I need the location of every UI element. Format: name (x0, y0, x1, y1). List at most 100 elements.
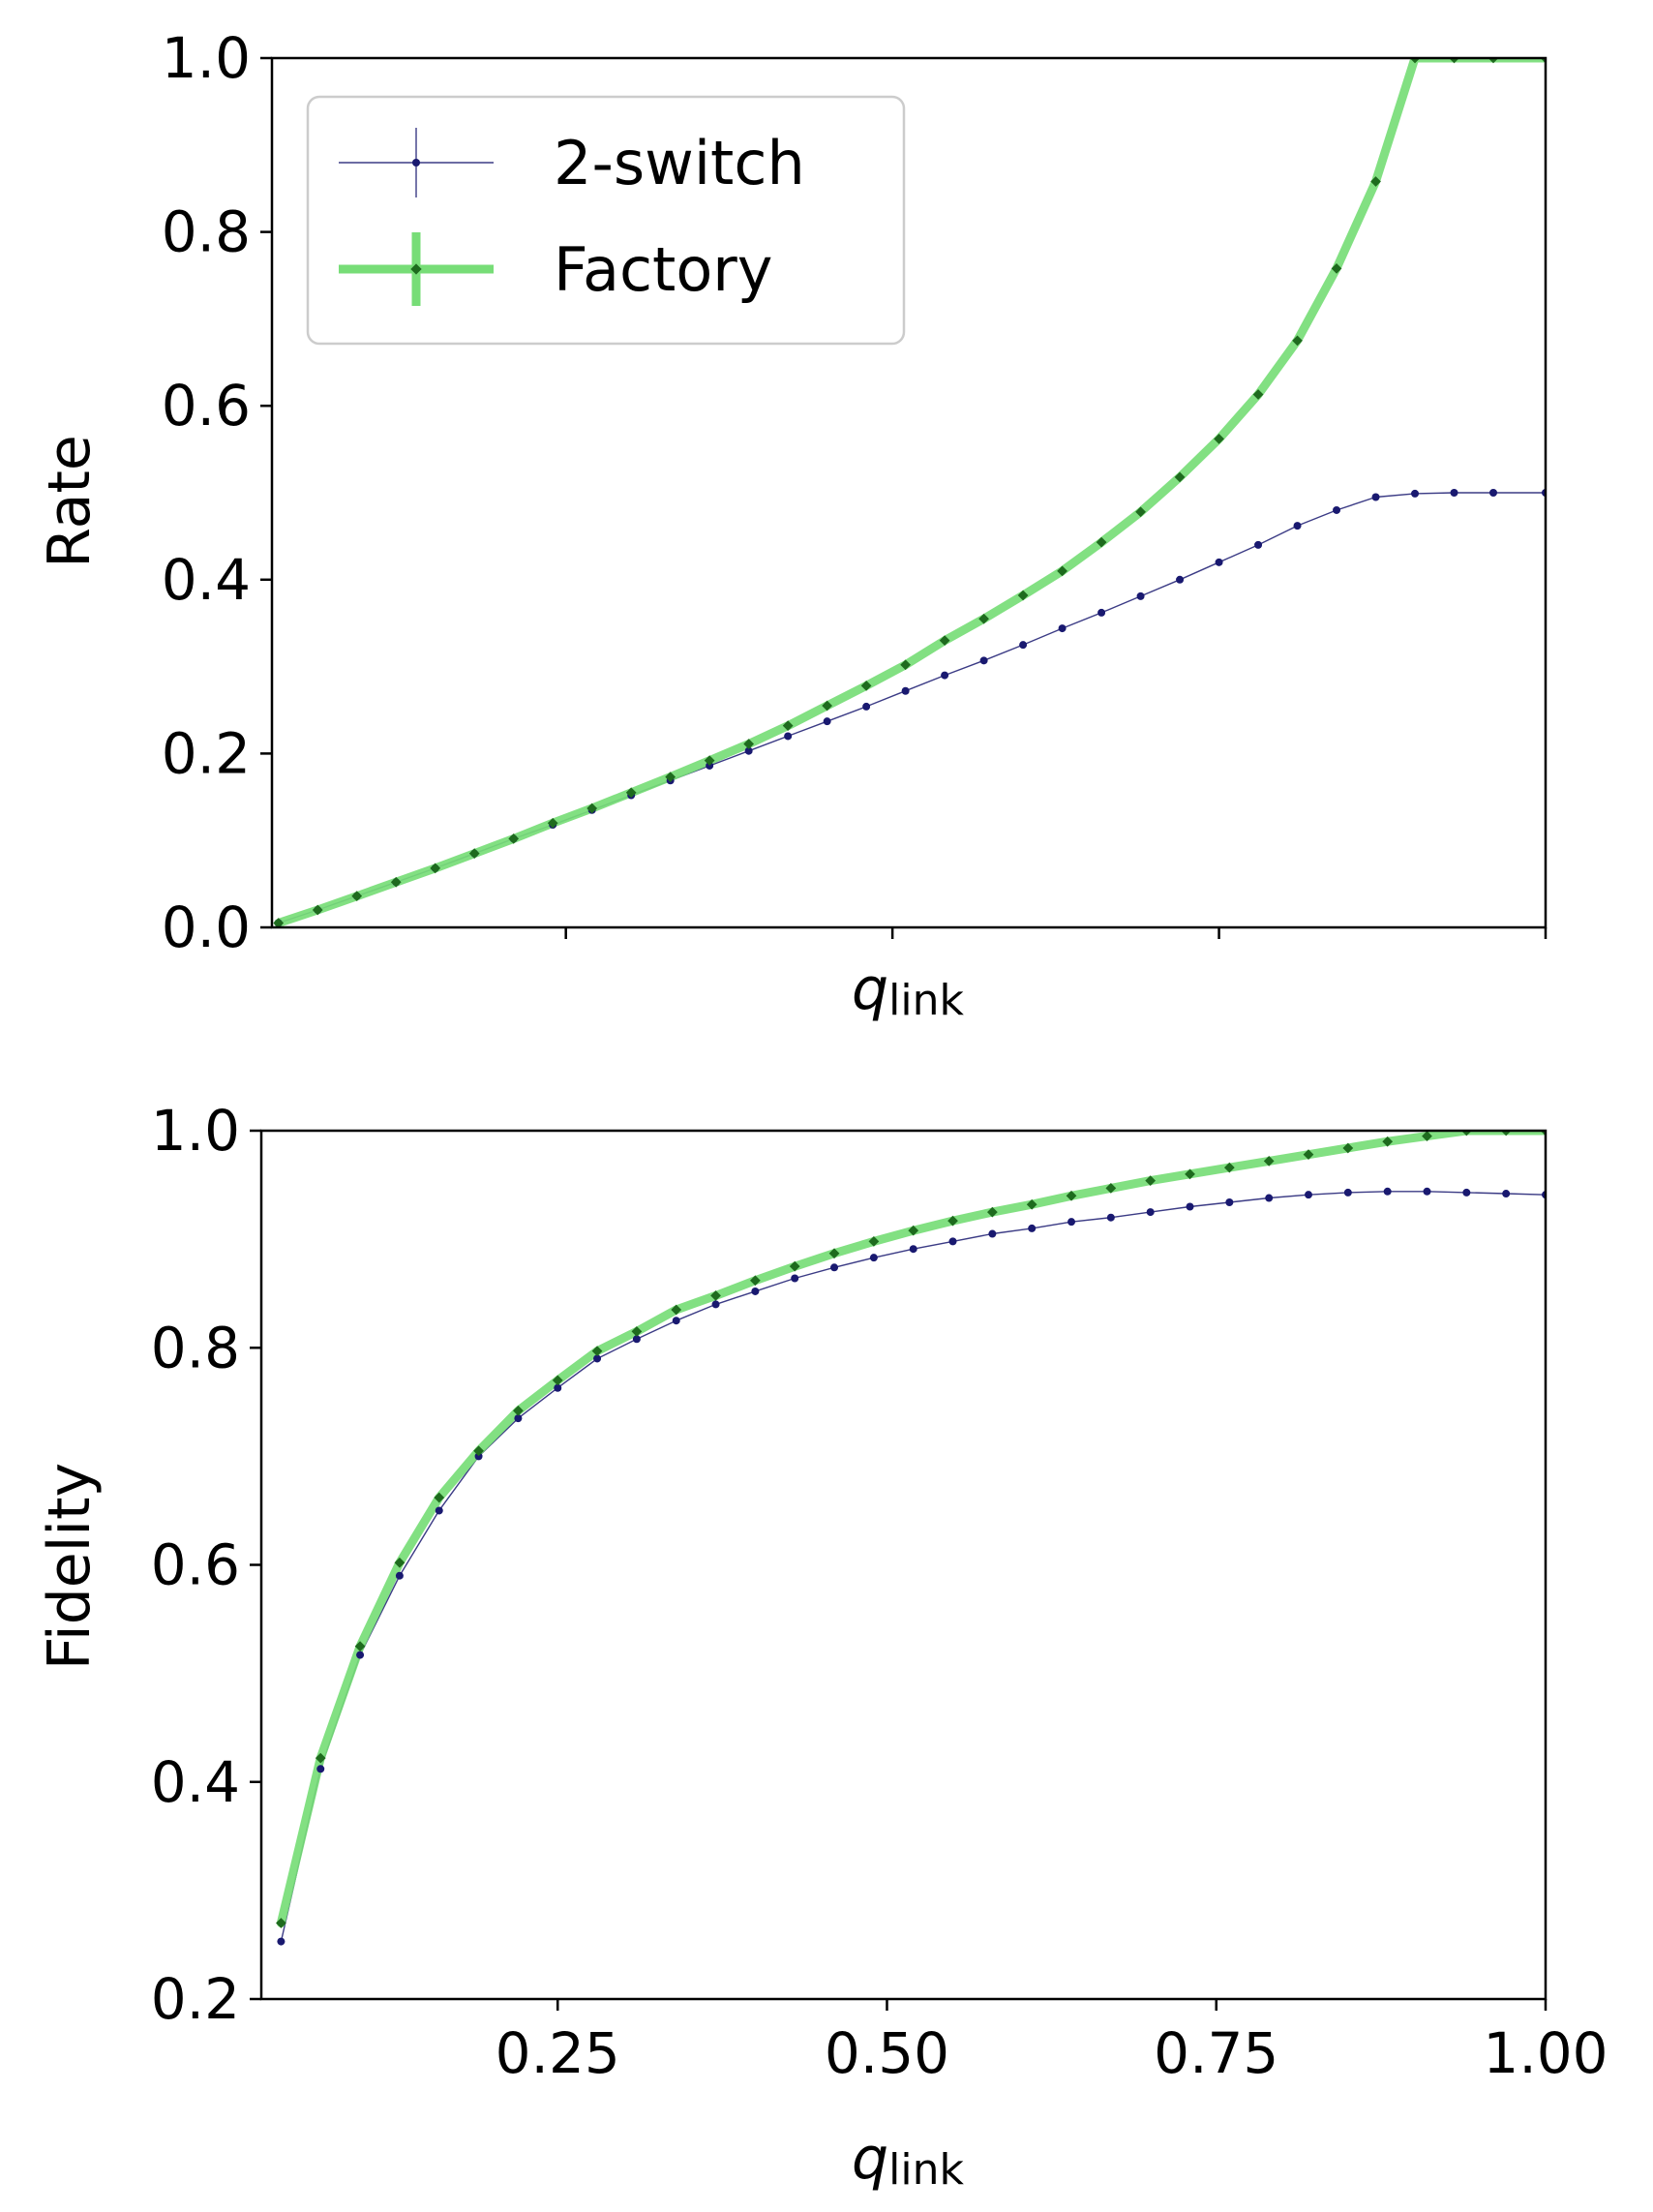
x-tick-label: 0.50 (825, 2020, 949, 2086)
data-point-2-switch (988, 1229, 997, 1238)
data-point-factory (743, 739, 755, 749)
y-tick-label: 0.4 (162, 547, 251, 613)
data-point-2-switch (1019, 641, 1028, 650)
data-point-2-switch (784, 732, 793, 741)
x-tick-label: 0.25 (496, 2020, 620, 2086)
data-point-factory (1382, 1136, 1394, 1147)
axes-frame (270, 56, 1548, 929)
fidelity-xlabel: qlink (852, 2125, 964, 2195)
data-point-2-switch (316, 1765, 325, 1773)
y-tick-label: 0.0 (162, 894, 251, 960)
data-point-factory (704, 755, 715, 766)
data-point-2-switch (751, 1287, 760, 1295)
data-point-2-switch (632, 1335, 641, 1344)
x-tick-label: 1.00 (1483, 2020, 1608, 2086)
legend-marker-2-switch (412, 159, 420, 167)
data-point-factory (1223, 1162, 1235, 1173)
rate-panel: Rate qlink 0.0 0.2 0.4 0.6 0.8 1.0 2-switch Fac… (36, 25, 1548, 1025)
legend-marker-factory (410, 263, 422, 275)
data-point-2-switch (554, 1383, 562, 1392)
data-point-2-switch (1423, 1187, 1431, 1196)
y-tick-label: 0.6 (151, 1532, 240, 1598)
data-point-2-switch (830, 1263, 839, 1272)
data-point-2-switch (672, 1317, 680, 1325)
data-point-2-switch (474, 1452, 483, 1461)
y-tick-label: 0.2 (162, 720, 251, 786)
data-point-2-switch (1058, 624, 1067, 633)
y-tick-label: 1.0 (162, 25, 251, 91)
data-point-factory (513, 1405, 524, 1416)
rate-ylabel: Rate (36, 435, 104, 568)
data-point-2-switch (1225, 1198, 1234, 1207)
data-point-2-switch (909, 1245, 917, 1254)
legend-label-factory: Factory (554, 234, 772, 305)
data-point-2-switch (514, 1414, 523, 1423)
data-point-factory (978, 613, 989, 624)
data-point-2-switch (1502, 1190, 1511, 1198)
data-point-2-switch (1146, 1208, 1155, 1217)
data-point-factory (1409, 58, 1421, 64)
data-point-2-switch (1097, 608, 1106, 617)
data-point-factory (900, 659, 911, 671)
data-point-factory (508, 833, 520, 844)
y-tick-label: 0.8 (151, 1315, 240, 1380)
data-point-2-switch (1450, 489, 1458, 497)
data-point-2-switch (593, 1354, 602, 1363)
data-point-2-switch (1106, 1213, 1115, 1222)
axes-frame (259, 1129, 1548, 2001)
data-point-2-switch (1028, 1224, 1037, 1232)
legend: 2-switch Factory (306, 95, 906, 346)
data-point-factory (1422, 1131, 1432, 1141)
data-point-factory (1105, 1183, 1117, 1194)
data-point-2-switch (277, 1937, 286, 1946)
data-point-2-switch (395, 1571, 404, 1580)
data-point-factory (1263, 1156, 1275, 1167)
data-point-2-switch (1265, 1194, 1274, 1202)
data-point-2-switch (1254, 540, 1263, 549)
rate-xlabel: qlink (852, 955, 964, 1025)
data-point-2-switch (1383, 1187, 1392, 1196)
data-point-factory (1342, 1142, 1354, 1154)
data-point-2-switch (862, 702, 871, 711)
data-point-factory (1331, 262, 1342, 274)
data-point-factory (665, 772, 676, 783)
data-point-factory (947, 1215, 958, 1227)
data-point-factory (1488, 58, 1499, 64)
data-point-factory (1540, 58, 1546, 64)
y-tick-label: 0.8 (162, 199, 251, 265)
data-point-2-switch (1343, 1188, 1352, 1197)
data-point-2-switch (901, 686, 910, 695)
legend-box (306, 95, 906, 346)
y-tick-label: 0.4 (151, 1749, 240, 1815)
data-point-2-switch (1489, 489, 1498, 497)
data-point-2-switch (1305, 1191, 1313, 1199)
data-point-2-switch (823, 717, 831, 726)
data-point-factory (939, 635, 950, 647)
data-point-factory (394, 1557, 406, 1568)
data-point-factory (1185, 1168, 1195, 1180)
y-tick-label: 1.0 (151, 1098, 240, 1164)
x-tick-label: 0.75 (1154, 2020, 1278, 2086)
data-point-factory (1449, 58, 1459, 64)
data-point-2-switch (1333, 505, 1341, 514)
data-point-2-switch (869, 1254, 878, 1262)
data-point-factory (671, 1304, 682, 1316)
data-point-2-switch (1067, 1218, 1076, 1227)
data-point-2-switch (1371, 493, 1380, 501)
data-point-factory (586, 803, 598, 814)
data-point-factory (822, 700, 833, 712)
data-point-2-switch (711, 1300, 720, 1309)
data-point-factory (1540, 1131, 1546, 1136)
data-point-factory (547, 817, 558, 829)
data-point-factory (1303, 1149, 1314, 1161)
data-point-2-switch (1462, 1188, 1471, 1197)
data-point-factory (276, 1918, 286, 1928)
data-point-factory (1066, 1190, 1077, 1201)
fidelity-ylabel: Fidelity (36, 1463, 104, 1670)
data-point-factory (1214, 433, 1224, 444)
data-point-2-switch (435, 1506, 443, 1515)
data-point-factory (1145, 1175, 1157, 1186)
data-point-factory (1026, 1198, 1037, 1210)
y-tick-label: 0.2 (151, 1966, 240, 2032)
